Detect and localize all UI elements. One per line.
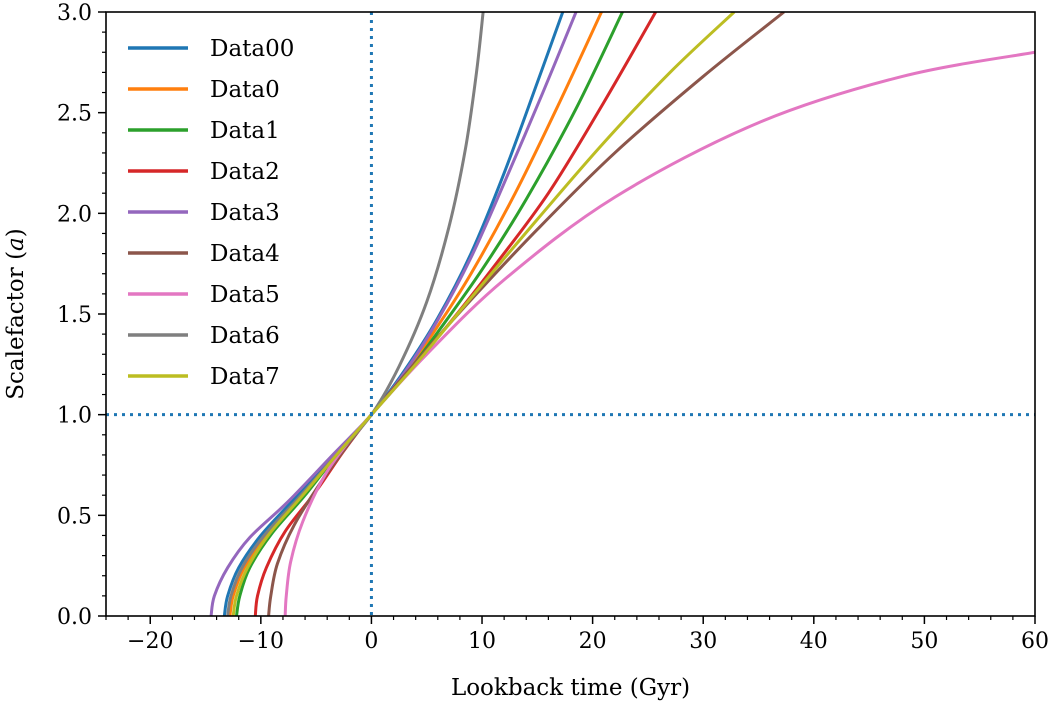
legend-label: Data7 (210, 364, 280, 390)
legend-item-data1: Data1 (128, 118, 280, 144)
x-tick-label: 30 (689, 629, 717, 654)
y-axis-ticks: 0.0 0.5 1.0 1.5 2.0 2.5 3.0 (57, 1, 106, 630)
legend-label: Data1 (210, 118, 280, 144)
reference-lines (106, 12, 1035, 616)
legend-label: Data6 (210, 323, 280, 349)
legend-label: Data00 (210, 36, 294, 62)
y-axis-label-end: ) (3, 228, 29, 237)
x-axis-label: Lookback time (Gyr) (451, 675, 690, 701)
y-axis-label-variable: a (3, 237, 29, 251)
legend-item-data6: Data6 (128, 323, 280, 349)
y-tick-label: 2.0 (57, 202, 92, 227)
legend-item-data5: Data5 (128, 282, 280, 308)
series-line-data5 (283, 50, 1035, 616)
x-tick-label: 20 (579, 629, 607, 654)
x-tick-label: −10 (238, 629, 284, 654)
x-axis-ticks: −20 −10 0 10 20 30 40 50 60 (105, 616, 1049, 654)
legend-item-data2: Data2 (128, 159, 280, 185)
x-tick-label: 50 (910, 629, 938, 654)
series-layer (209, 12, 1035, 616)
legend-label: Data0 (210, 77, 280, 103)
x-tick-label: −20 (127, 629, 173, 654)
y-tick-label: 0.5 (57, 504, 92, 529)
y-axis-label: Scalefactor (a) (3, 228, 29, 400)
series-line-data7 (231, 12, 736, 616)
y-tick-label: 1.0 (57, 404, 92, 429)
y-tick-label: 1.5 (57, 303, 92, 328)
legend-item-data00: Data00 (128, 36, 294, 62)
x-tick-label: 40 (800, 629, 828, 654)
legend-item-data0: Data0 (128, 77, 280, 103)
y-tick-label: 0.0 (57, 605, 92, 630)
x-tick-label: 60 (1021, 629, 1049, 654)
legend-label: Data4 (210, 241, 280, 267)
x-tick-label: 10 (468, 629, 496, 654)
y-tick-label: 2.5 (57, 102, 92, 127)
y-tick-label: 3.0 (57, 1, 92, 26)
legend-item-data3: Data3 (128, 200, 280, 226)
legend-item-data7: Data7 (128, 364, 280, 390)
legend: Data00 Data0 Data1 Data2 Data3 Data4 Data5 Data… (128, 36, 294, 390)
legend-item-data4: Data4 (128, 241, 280, 267)
legend-label: Data3 (210, 200, 280, 226)
legend-label: Data2 (210, 159, 280, 185)
legend-label: Data5 (210, 282, 280, 308)
y-axis-label-main: Scalefactor ( (3, 251, 29, 400)
x-tick-label: 0 (364, 629, 378, 654)
